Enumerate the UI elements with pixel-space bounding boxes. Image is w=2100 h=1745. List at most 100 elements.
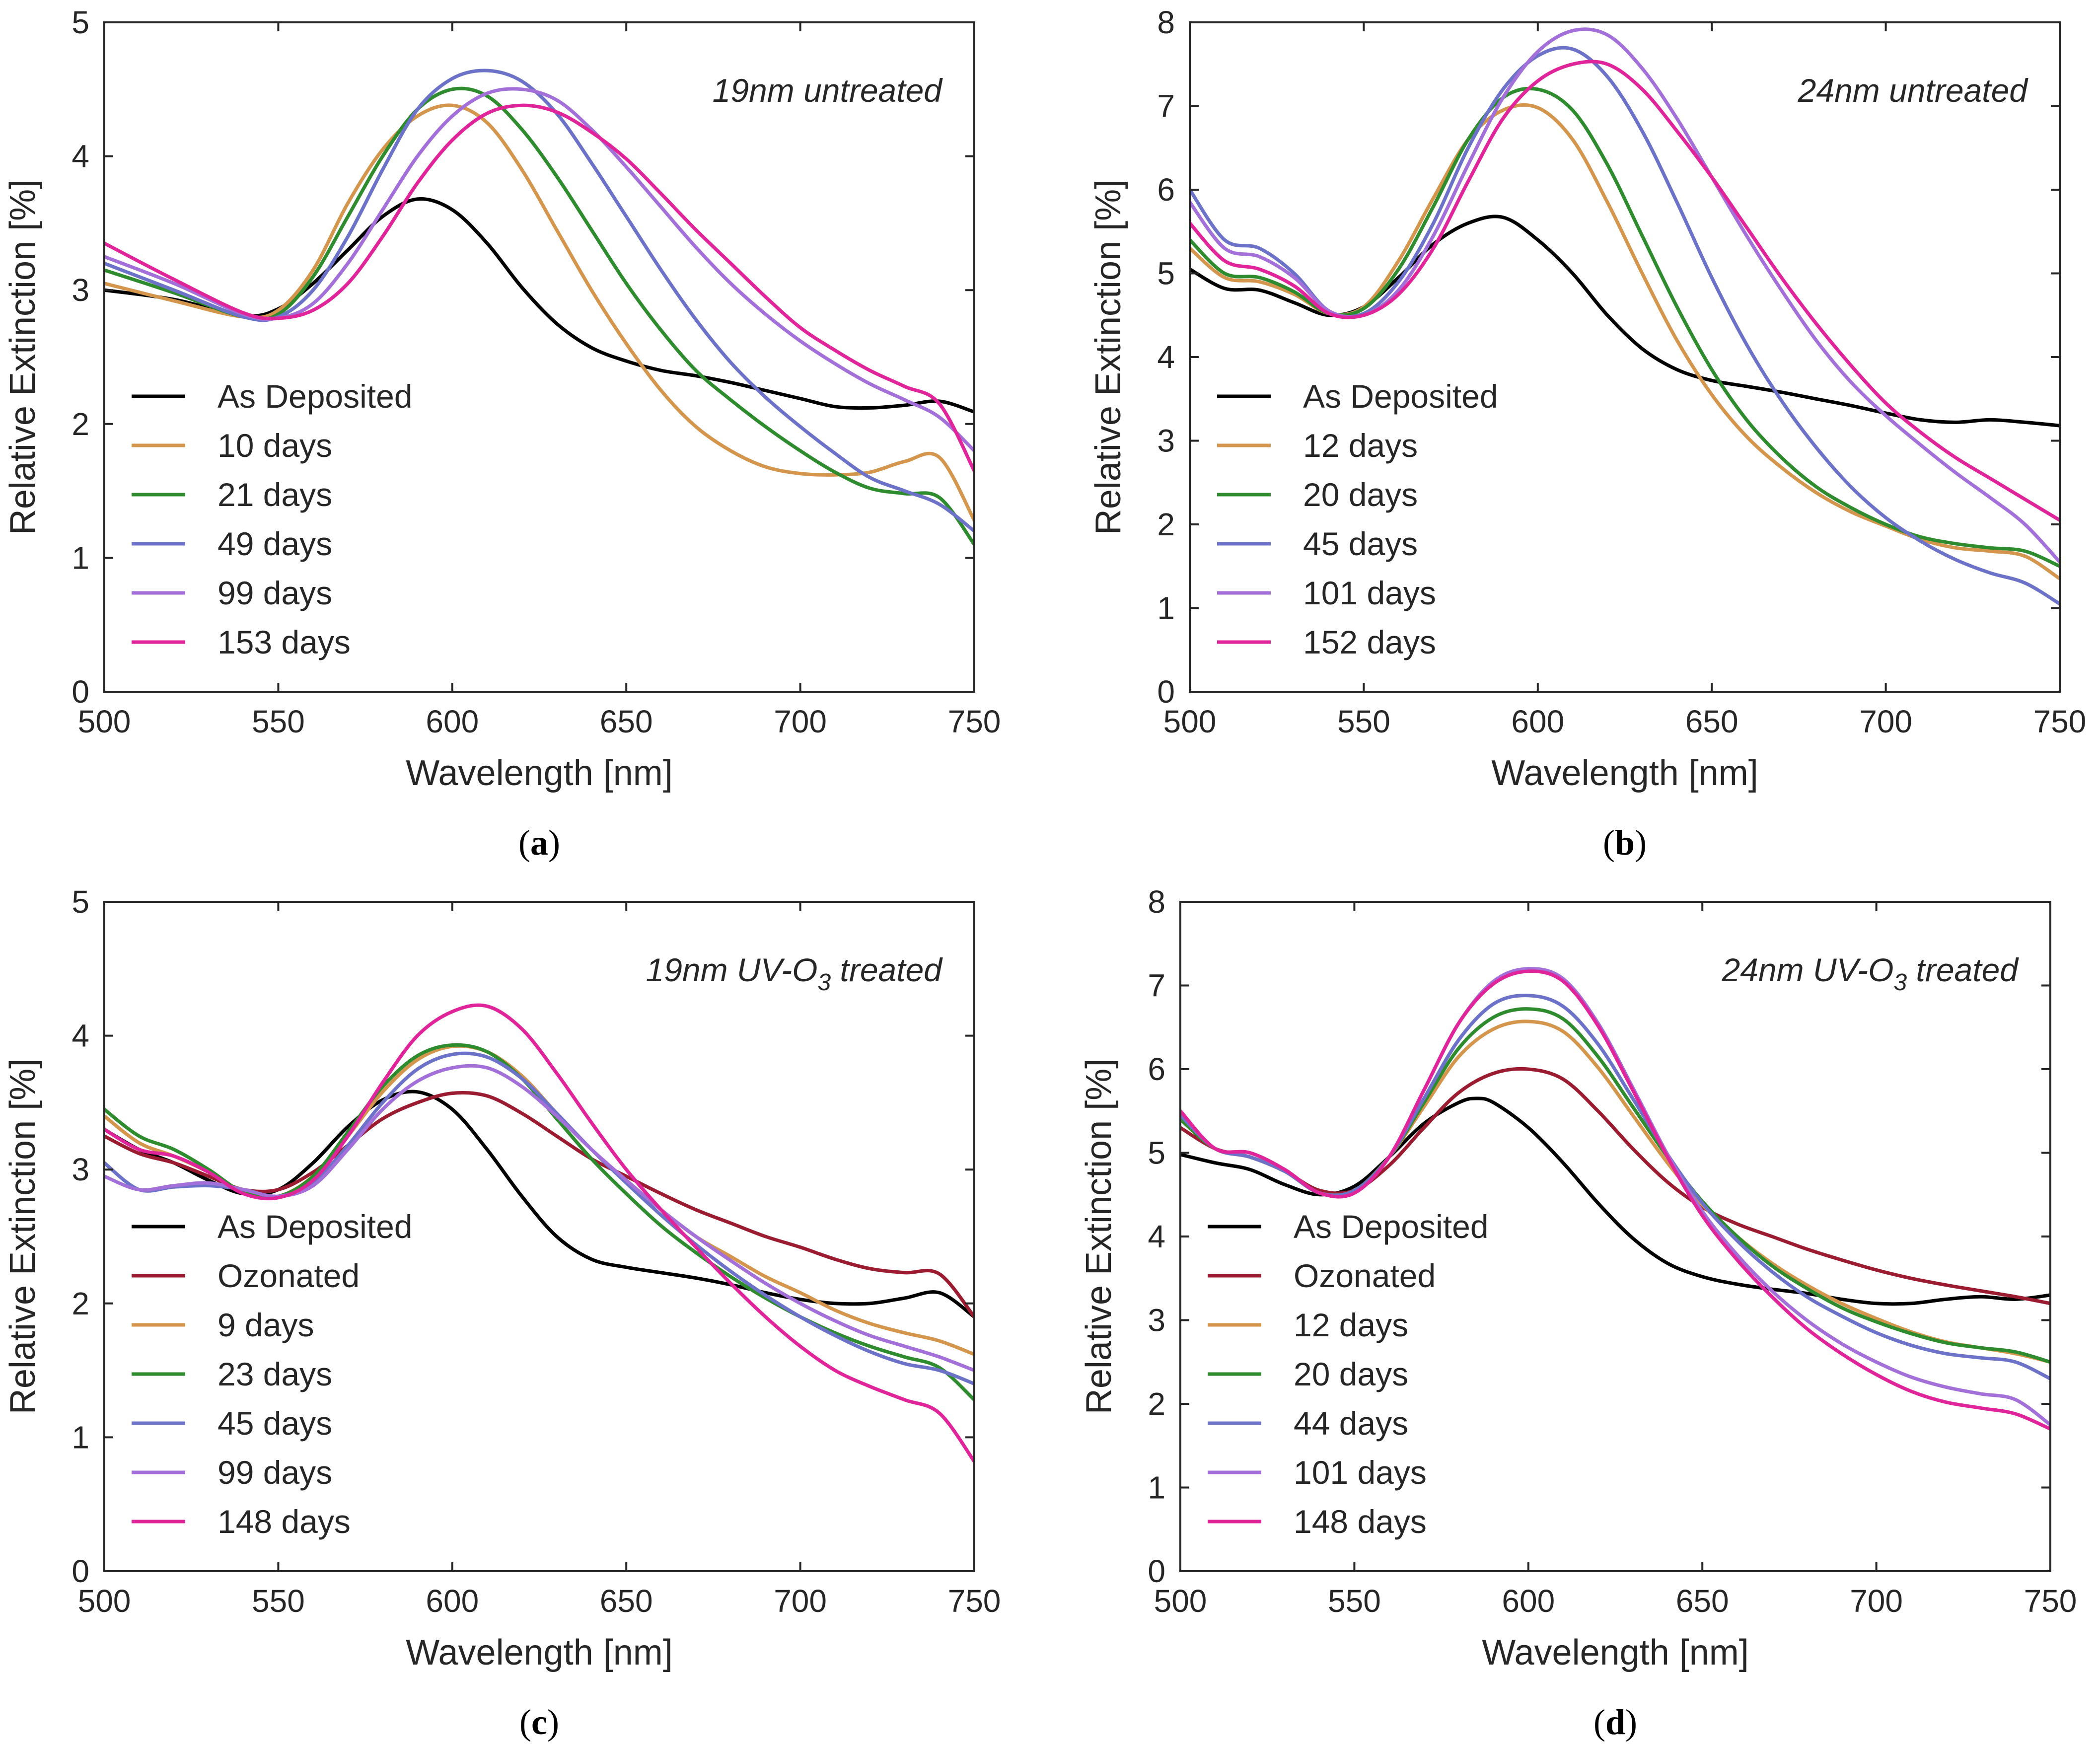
panel-c: 500 550 600 650 700 750 0 1 2 3 4 5 Wavelength [nm] R… — [3, 884, 1001, 1742]
series-line-2 — [104, 103, 974, 522]
y-tick-label: 5 — [72, 4, 89, 40]
x-tick-label: 700 — [1850, 1583, 1903, 1619]
series-line-6 — [104, 1064, 974, 1373]
legend-entry: 12 days — [1294, 1307, 1408, 1343]
x-axis-label: Wavelength [nm] — [1482, 1633, 1749, 1672]
y-tick-label: 2 — [1157, 507, 1175, 542]
y-tick-label: 6 — [1157, 172, 1175, 208]
legend-entry: 153 days — [217, 624, 351, 660]
legend-entry: 12 days — [1303, 427, 1418, 464]
series-line-5 — [104, 87, 974, 453]
y-axis-label: Relative Extinction [%] — [3, 179, 43, 535]
subfigure-caption: (a) — [518, 823, 560, 863]
y-tick-label: 3 — [72, 1152, 89, 1187]
legend-entry: 20 days — [1303, 476, 1418, 513]
legend-entry: 23 days — [217, 1356, 332, 1392]
legend-entry: 21 days — [217, 476, 332, 513]
y-tick-label: 1 — [1148, 1470, 1165, 1506]
series-line-3 — [1190, 86, 2060, 568]
x-tick-label: 500 — [1163, 704, 1217, 739]
legend-entry: 49 days — [217, 525, 332, 562]
y-tick-label: 8 — [1157, 4, 1175, 40]
y-tick-label: 4 — [1157, 339, 1175, 375]
x-tick-label: 600 — [426, 704, 479, 739]
legend-entry: 45 days — [1303, 525, 1418, 562]
y-axis-label: Relative Extinction [%] — [1079, 1059, 1119, 1414]
panel-annotation: 19nm untreated — [713, 72, 943, 109]
subfigure-caption: (c) — [519, 1702, 559, 1742]
panel-d: 500 550 600 650 700 750 0 1 2 3 4 5 6 7 8 Wavelength [n… — [1079, 884, 2077, 1742]
y-tick-label: 5 — [1148, 1135, 1165, 1171]
series-line-4 — [104, 69, 974, 533]
y-tick-label: 4 — [72, 1018, 89, 1054]
x-tick-label: 750 — [948, 1583, 1001, 1619]
legend: As Deposited 10 days 21 days 49 days 99 days… — [132, 378, 413, 660]
series-line-7 — [1180, 969, 2050, 1431]
legend-entry: As Deposited — [1303, 378, 1498, 415]
legend-entry: 101 days — [1294, 1454, 1427, 1491]
x-tick-label: 750 — [2033, 704, 2087, 739]
legend-entry: Ozonated — [217, 1257, 360, 1294]
series-lines — [104, 1003, 974, 1463]
x-axis-label: Wavelength [nm] — [1491, 753, 1758, 793]
series-line-6 — [1190, 60, 2060, 522]
x-tick-label: 550 — [252, 704, 305, 739]
legend-entry: As Deposited — [217, 1208, 413, 1245]
x-tick-label: 650 — [1685, 704, 1738, 739]
x-tick-label: 600 — [1502, 1583, 1555, 1619]
panel-a: 500 550 600 650 700 750 0 1 2 3 4 5 Wavelength [nm] R… — [3, 4, 1001, 863]
x-tick-label: 500 — [1154, 1583, 1207, 1619]
y-tick-label: 1 — [1157, 590, 1175, 626]
plot-frame — [103, 21, 975, 693]
legend-entry: 45 days — [217, 1405, 332, 1442]
x-tick-label: 500 — [78, 1583, 131, 1619]
x-tick-label: 550 — [1328, 1583, 1381, 1619]
x-tick-label: 550 — [252, 1583, 305, 1619]
y-axis-label: Relative Extinction [%] — [3, 1059, 43, 1414]
subfigure-caption: (b) — [1603, 823, 1647, 863]
panel-annotation: 19nm UV-O3 treated — [646, 951, 943, 996]
y-tick-label: 0 — [72, 674, 89, 710]
y-tick-label: 0 — [72, 1553, 89, 1589]
x-tick-label: 750 — [2024, 1583, 2077, 1619]
legend-entry: 44 days — [1294, 1405, 1408, 1442]
y-tick-label: 3 — [1148, 1303, 1165, 1338]
legend: As Deposited Ozonated 12 days 20 days 44 day… — [1208, 1208, 1489, 1540]
y-tick-label: 7 — [1157, 88, 1175, 124]
legend-entry: 101 days — [1303, 575, 1436, 611]
legend: As Deposited 12 days 20 days 45 days 101 day… — [1217, 378, 1498, 660]
series-lines — [104, 69, 974, 546]
series-lines — [1190, 27, 2060, 606]
x-tick-label: 550 — [1337, 704, 1390, 739]
legend-entry: 148 days — [1294, 1503, 1427, 1540]
x-tick-label: 650 — [1676, 1583, 1729, 1619]
y-tick-label: 7 — [1148, 968, 1165, 1004]
y-tick-label: 4 — [1148, 1219, 1165, 1254]
y-tick-label: 2 — [72, 1286, 89, 1321]
legend-entry: As Deposited — [217, 378, 413, 415]
y-axis-label: Relative Extinction [%] — [1088, 179, 1128, 535]
y-tick-label: 2 — [1148, 1386, 1165, 1422]
series-line-2 — [1180, 1067, 2050, 1306]
y-tick-label: 1 — [72, 540, 89, 576]
x-tick-label: 700 — [774, 1583, 827, 1619]
y-tick-label: 2 — [72, 406, 89, 442]
y-tick-label: 8 — [1148, 884, 1165, 920]
x-tick-label: 650 — [600, 1583, 653, 1619]
legend: As Deposited Ozonated 9 days 23 days 45 days… — [132, 1208, 413, 1540]
subfigure-caption: (d) — [1593, 1702, 1637, 1742]
y-tick-label: 0 — [1157, 674, 1175, 710]
panel-annotation: 24nm untreated — [1798, 72, 2029, 109]
series-line-3 — [104, 86, 974, 546]
y-tick-label: 5 — [1157, 256, 1175, 291]
legend-entry: 20 days — [1294, 1356, 1408, 1392]
legend-entry: 99 days — [217, 575, 332, 611]
x-tick-label: 600 — [1511, 704, 1564, 739]
y-tick-label: 5 — [72, 884, 89, 920]
legend-entry: 10 days — [217, 427, 332, 464]
y-tick-label: 4 — [72, 139, 89, 174]
x-tick-label: 750 — [948, 704, 1001, 739]
legend-entry: 99 days — [217, 1454, 332, 1491]
legend-entry: As Deposited — [1294, 1208, 1489, 1245]
